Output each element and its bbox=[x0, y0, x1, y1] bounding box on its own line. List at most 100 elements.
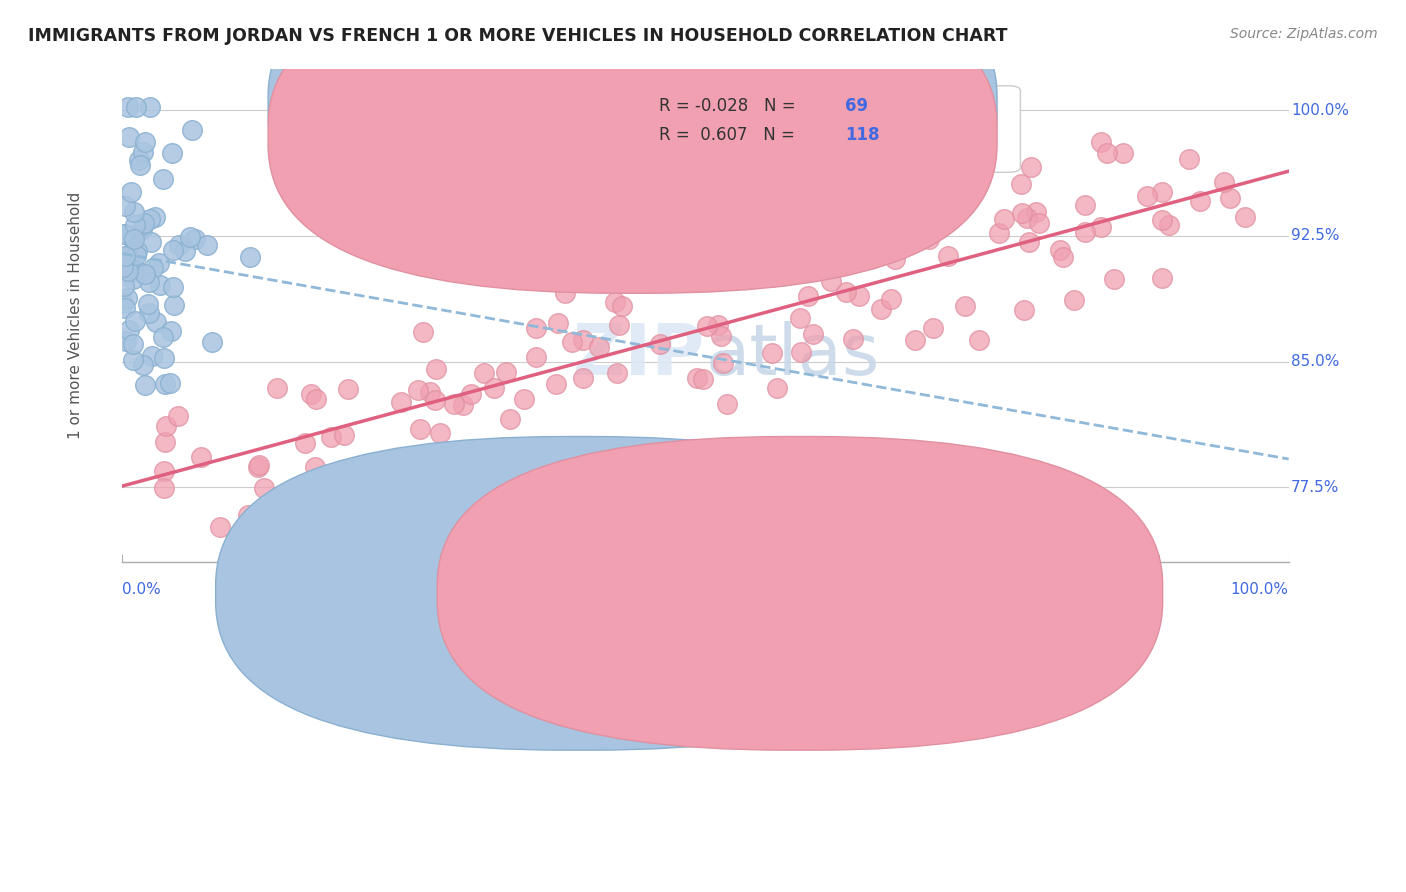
Point bbox=[125, 244, 148, 259]
Point bbox=[124, 314, 146, 328]
Point bbox=[115, 291, 138, 305]
Point bbox=[1097, 146, 1119, 161]
Point bbox=[801, 326, 824, 341]
Point bbox=[337, 382, 360, 396]
Point bbox=[572, 371, 595, 385]
Point bbox=[761, 269, 783, 284]
Point bbox=[1025, 205, 1047, 219]
Point bbox=[181, 123, 204, 137]
Point bbox=[605, 294, 627, 309]
Point bbox=[1219, 191, 1241, 205]
Point bbox=[554, 285, 576, 300]
Point bbox=[125, 248, 148, 262]
Point bbox=[953, 299, 976, 313]
Point bbox=[118, 229, 141, 244]
Point bbox=[1150, 270, 1173, 285]
Point bbox=[766, 381, 789, 395]
Point bbox=[239, 250, 262, 264]
Point bbox=[588, 340, 610, 354]
Point bbox=[121, 262, 143, 277]
Point bbox=[710, 328, 733, 343]
Point bbox=[1090, 220, 1112, 235]
Point bbox=[789, 311, 811, 326]
Point bbox=[112, 279, 135, 293]
Point bbox=[884, 252, 907, 266]
Point bbox=[949, 196, 972, 211]
Point bbox=[482, 381, 505, 395]
Text: 77.5%: 77.5% bbox=[1291, 480, 1340, 495]
Point bbox=[162, 243, 184, 257]
Point bbox=[1063, 293, 1085, 307]
Point bbox=[544, 377, 567, 392]
Point bbox=[848, 224, 870, 238]
Point bbox=[118, 129, 141, 144]
Point bbox=[808, 263, 831, 277]
Point bbox=[115, 249, 138, 263]
Point bbox=[451, 398, 474, 412]
Point bbox=[1019, 161, 1042, 175]
Point bbox=[797, 289, 820, 303]
Point bbox=[134, 267, 156, 281]
Point bbox=[167, 409, 190, 424]
Point bbox=[987, 226, 1010, 240]
Point bbox=[761, 346, 783, 360]
Point bbox=[122, 232, 145, 246]
Point bbox=[1152, 212, 1174, 227]
Point bbox=[190, 450, 212, 464]
Point bbox=[138, 306, 160, 320]
Point bbox=[121, 353, 143, 368]
Point bbox=[513, 392, 536, 407]
Point bbox=[835, 285, 858, 299]
Point bbox=[304, 459, 326, 474]
Point bbox=[406, 383, 429, 397]
Point bbox=[122, 242, 145, 256]
Point bbox=[122, 205, 145, 219]
Point bbox=[692, 372, 714, 386]
Point bbox=[128, 265, 150, 279]
Point bbox=[122, 336, 145, 351]
Point bbox=[139, 211, 162, 226]
Point bbox=[1150, 185, 1173, 199]
Point bbox=[495, 365, 517, 379]
Text: 85.0%: 85.0% bbox=[1291, 354, 1340, 369]
FancyBboxPatch shape bbox=[269, 0, 997, 264]
Point bbox=[112, 260, 135, 274]
Point bbox=[1011, 206, 1033, 220]
Point bbox=[419, 384, 441, 399]
Point bbox=[790, 345, 813, 359]
Point bbox=[132, 145, 155, 159]
Point bbox=[967, 334, 990, 348]
Point bbox=[184, 232, 207, 246]
Point bbox=[648, 337, 671, 351]
Point bbox=[247, 458, 270, 472]
Point bbox=[1018, 235, 1040, 249]
Point bbox=[148, 256, 170, 270]
Point bbox=[707, 318, 730, 332]
Point bbox=[1178, 152, 1201, 166]
Point bbox=[408, 422, 430, 436]
Point bbox=[443, 397, 465, 411]
FancyBboxPatch shape bbox=[589, 86, 1021, 172]
Point bbox=[160, 324, 183, 338]
Point bbox=[124, 218, 146, 232]
Point bbox=[120, 185, 142, 199]
Point bbox=[1234, 211, 1257, 225]
Point bbox=[142, 261, 165, 276]
Point bbox=[886, 222, 908, 236]
Point bbox=[553, 445, 575, 459]
Point bbox=[922, 321, 945, 335]
Text: atlas: atlas bbox=[706, 320, 880, 390]
Point bbox=[993, 211, 1015, 226]
Point bbox=[114, 199, 136, 213]
Point bbox=[112, 296, 135, 310]
Point bbox=[131, 221, 153, 235]
Point bbox=[294, 436, 316, 450]
Point bbox=[711, 356, 734, 370]
Point bbox=[412, 325, 434, 339]
Point bbox=[266, 381, 288, 395]
Point bbox=[389, 394, 412, 409]
Point bbox=[716, 397, 738, 411]
Point bbox=[174, 244, 197, 258]
Point bbox=[153, 435, 176, 450]
Text: R = -0.028   N =: R = -0.028 N = bbox=[659, 96, 800, 114]
